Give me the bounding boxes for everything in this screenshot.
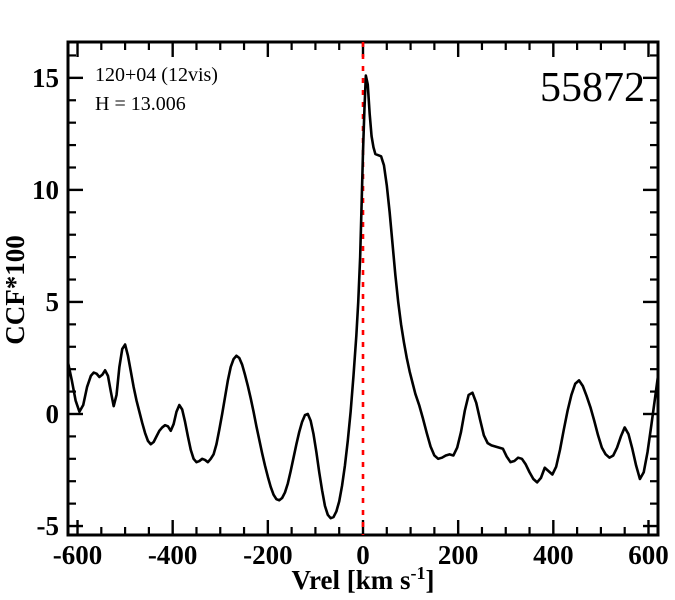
y-tick-label: -5 [37, 511, 60, 541]
x-axis-title-main: Vrel [km s [292, 565, 411, 595]
x-tick-label: -200 [243, 540, 293, 570]
mjd-title: 55872 [540, 65, 645, 111]
x-tick-label: 400 [533, 540, 574, 570]
y-tick-label: 10 [32, 175, 59, 205]
target-id-annotation: 120+04 (12vis) [95, 64, 218, 86]
y-tick-labels: -5 0 5 10 15 [32, 63, 59, 541]
x-tick-label: 200 [438, 540, 479, 570]
x-axis-title-superscript: -1 [410, 563, 425, 583]
x-tick-label: 0 [356, 540, 370, 570]
x-axis-title: Vrel [km s-1] [292, 563, 435, 595]
y-tick-label: 0 [46, 399, 60, 429]
ccf-curve [66, 74, 660, 520]
y-tick-label: 15 [32, 63, 59, 93]
x-tick-labels: -600 -400 -200 0 200 400 600 [53, 540, 669, 570]
x-axis-title-tail: ] [425, 565, 434, 595]
y-axis-title: CCF*100 [0, 235, 30, 345]
x-tick-label: -600 [53, 540, 103, 570]
x-tick-label: 600 [628, 540, 669, 570]
y-tick-label: 5 [46, 287, 60, 317]
x-tick-label: -400 [148, 540, 198, 570]
h-magnitude-annotation: H = 13.006 [95, 93, 186, 115]
